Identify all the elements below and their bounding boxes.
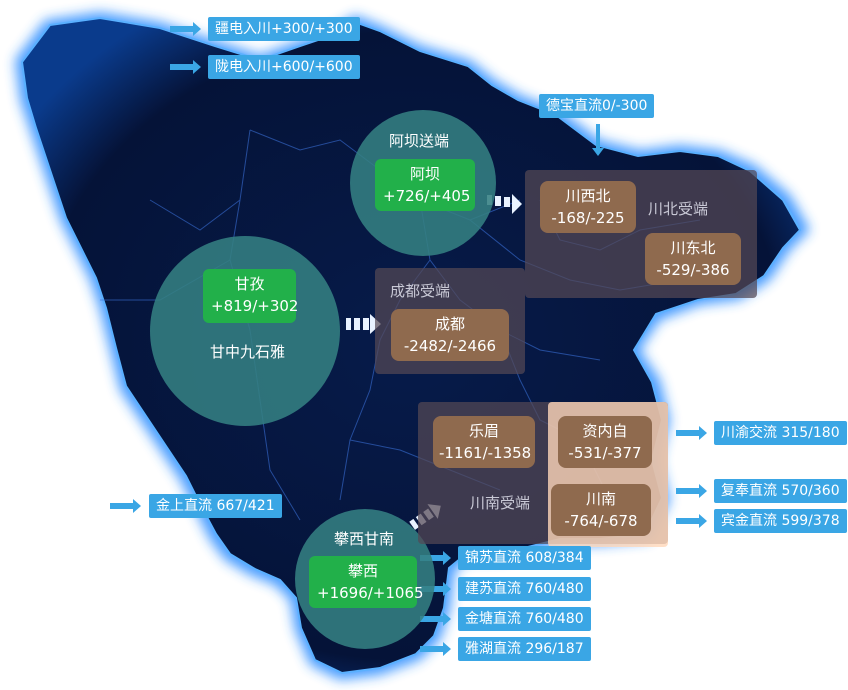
station-value: -529/-386	[656, 261, 730, 279]
station-box-aba[interactable]: 阿坝 +726/+405	[375, 159, 475, 211]
send-label-aba: 阿坝送端	[389, 132, 450, 150]
station-name: 攀西	[347, 562, 378, 580]
tag-jinshang[interactable]: 金上直流 667/421	[149, 494, 282, 518]
station-value: -168/-225	[551, 209, 625, 227]
tag-jiansu[interactable]: 建苏直流 760/480	[458, 577, 591, 601]
receive-label-chuannan: 川南受端	[470, 494, 531, 512]
tag-jintang[interactable]: 金塘直流 760/480	[458, 607, 591, 631]
station-box-chuandongbei[interactable]: 川东北 -529/-386	[645, 233, 741, 285]
tag-yahu[interactable]: 雅湖直流 296/187	[458, 637, 591, 661]
send-circle-ganzi	[150, 236, 340, 426]
receive-label-chuanbei: 川北受端	[648, 200, 709, 218]
station-name: 川西北	[565, 187, 611, 205]
station-name: 川南	[585, 490, 616, 508]
station-value: -2482/-2466	[403, 337, 497, 355]
station-box-chuannan[interactable]: 川南 -764/-678	[551, 484, 651, 536]
station-value: -764/-678	[564, 512, 638, 530]
tag-fufeng[interactable]: 复奉直流 570/360	[714, 479, 847, 503]
station-box-lemei[interactable]: 乐眉 -1161/-1358	[433, 416, 535, 468]
tag-longdian[interactable]: 陇电入川+600/+600	[208, 55, 360, 79]
station-name: 资内自	[582, 422, 628, 440]
station-box-chuanxibei[interactable]: 川西北 -168/-225	[540, 181, 636, 233]
station-value: +726/+405	[383, 187, 471, 205]
station-name: 乐眉	[468, 422, 499, 440]
station-value: -1161/-1358	[439, 444, 532, 462]
send-label-panxi: 攀西甘南	[334, 530, 395, 548]
tag-jiangdian[interactable]: 疆电入川+300/+300	[208, 17, 360, 41]
receive-label-chengdu: 成都受端	[390, 282, 451, 300]
station-name: 阿坝	[409, 165, 440, 183]
station-name: 甘孜	[234, 275, 265, 293]
station-box-chengdu[interactable]: 成都 -2482/-2466	[391, 309, 509, 361]
station-name: 川东北	[670, 239, 716, 257]
station-value: +819/+302	[211, 297, 299, 315]
station-value: +1696/+1065	[317, 584, 424, 602]
station-box-ganzi[interactable]: 甘孜 +819/+302	[203, 269, 299, 323]
send-label-ganzi: 甘中九石雅	[210, 343, 286, 361]
station-box-panxi[interactable]: 攀西 +1696/+1065	[309, 556, 424, 608]
tag-binjin[interactable]: 宾金直流 599/378	[714, 509, 847, 533]
station-box-zineizi[interactable]: 资内自 -531/-377	[558, 416, 652, 468]
station-name: 成都	[434, 315, 465, 333]
tag-debao[interactable]: 德宝直流0/-300	[539, 94, 655, 118]
tag-chuanyu[interactable]: 川渝交流 315/180	[714, 421, 847, 445]
tag-jinsu[interactable]: 锦苏直流 608/384	[458, 546, 591, 570]
station-value: -531/-377	[568, 444, 642, 462]
tag-arrows	[110, 22, 707, 656]
